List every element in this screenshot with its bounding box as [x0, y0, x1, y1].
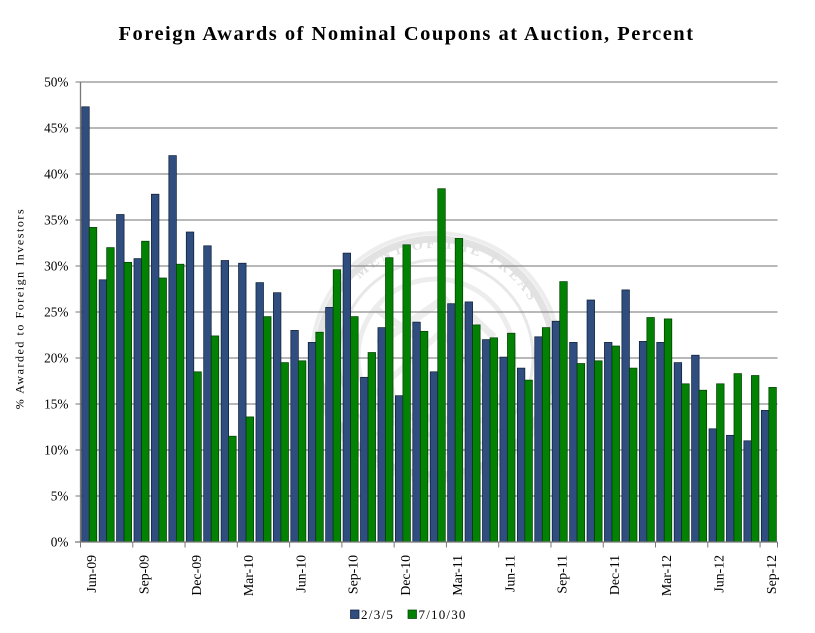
svg-text:Jun-10: Jun-10	[293, 555, 308, 593]
svg-text:30%: 30%	[44, 258, 68, 273]
svg-text:25%: 25%	[44, 304, 68, 319]
svg-text:Mar-11: Mar-11	[450, 555, 465, 596]
svg-text:Dec-09: Dec-09	[189, 555, 204, 596]
svg-text:% Awarded to Foreign Investors: % Awarded to Foreign Investors	[13, 208, 27, 409]
svg-text:Foreign Awards of Nominal Coup: Foreign Awards of Nominal Coupons at Auc…	[118, 23, 694, 45]
svg-text:Jun-11: Jun-11	[502, 555, 517, 592]
svg-text:50%: 50%	[44, 74, 68, 89]
svg-text:5%: 5%	[51, 488, 69, 503]
svg-text:40%: 40%	[44, 166, 68, 181]
svg-text:7/10/30: 7/10/30	[419, 607, 467, 622]
svg-text:Dec-10: Dec-10	[398, 555, 413, 596]
svg-text:20%: 20%	[44, 350, 68, 365]
svg-text:Sep-09: Sep-09	[136, 555, 151, 594]
svg-text:15%: 15%	[44, 396, 68, 411]
svg-text:2/3/5: 2/3/5	[361, 607, 394, 622]
svg-text:Mar-12: Mar-12	[659, 555, 674, 596]
svg-text:Jun-09: Jun-09	[84, 555, 99, 593]
svg-text:Jun-12: Jun-12	[712, 555, 727, 593]
svg-text:Sep-11: Sep-11	[555, 555, 570, 594]
svg-text:Mar-10: Mar-10	[241, 555, 256, 596]
svg-text:35%: 35%	[44, 212, 68, 227]
svg-text:0%: 0%	[51, 534, 69, 549]
svg-text:Dec-11: Dec-11	[607, 555, 622, 595]
svg-text:10%: 10%	[44, 442, 68, 457]
svg-text:45%: 45%	[44, 120, 68, 135]
svg-text:Sep-12: Sep-12	[764, 555, 779, 594]
svg-text:Sep-10: Sep-10	[346, 555, 361, 594]
